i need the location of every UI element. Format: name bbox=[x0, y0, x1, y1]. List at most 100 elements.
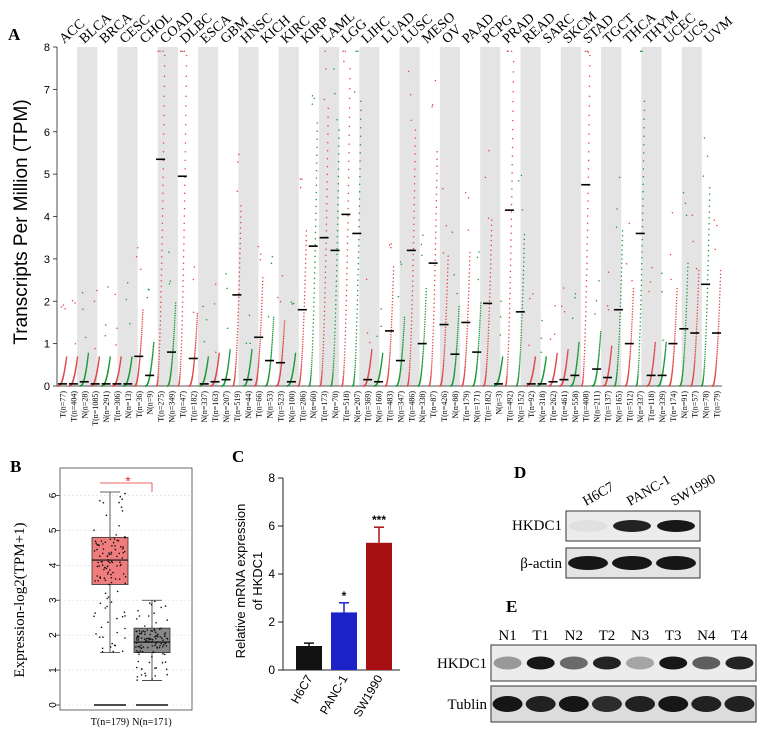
expression-point bbox=[302, 321, 305, 324]
expression-point bbox=[304, 287, 306, 289]
expression-point bbox=[520, 323, 523, 325]
expression-point bbox=[401, 345, 404, 347]
outlier-point bbox=[478, 251, 480, 253]
expression-point bbox=[685, 307, 688, 310]
expression-point bbox=[140, 337, 143, 339]
box-point bbox=[94, 540, 97, 543]
expression-point bbox=[326, 165, 329, 168]
expression-point bbox=[707, 269, 709, 272]
expression-point bbox=[316, 138, 318, 141]
expression-point bbox=[159, 328, 161, 330]
expression-point bbox=[619, 302, 622, 304]
expression-point bbox=[391, 307, 393, 309]
expression-point bbox=[260, 316, 263, 319]
expression-point bbox=[192, 365, 195, 368]
expression-point bbox=[686, 284, 689, 287]
box-point bbox=[112, 571, 114, 574]
box-point bbox=[164, 661, 167, 663]
outlier-point bbox=[574, 293, 577, 295]
box-point bbox=[112, 650, 114, 653]
expression-point bbox=[327, 107, 329, 110]
expression-point bbox=[402, 332, 405, 335]
expression-point bbox=[272, 329, 274, 331]
outlier-point bbox=[136, 246, 139, 249]
expression-point bbox=[172, 342, 175, 345]
outlier-point bbox=[695, 267, 698, 270]
expression-point bbox=[511, 137, 514, 140]
expression-point bbox=[302, 338, 304, 341]
group-label: T(n=523) bbox=[276, 391, 285, 422]
expression-point bbox=[325, 242, 327, 245]
expression-point bbox=[464, 368, 466, 370]
expression-point bbox=[519, 349, 522, 351]
expression-point bbox=[686, 274, 689, 276]
expression-point bbox=[487, 335, 490, 337]
expression-point bbox=[476, 361, 479, 364]
expression-point bbox=[391, 294, 394, 296]
expression-point bbox=[685, 310, 688, 313]
expression-point bbox=[182, 296, 184, 298]
expression-point bbox=[706, 278, 709, 281]
expression-point bbox=[707, 264, 709, 267]
box-point bbox=[121, 547, 124, 550]
expression-point bbox=[401, 348, 404, 350]
expression-point bbox=[157, 376, 159, 379]
expression-point bbox=[334, 308, 337, 310]
expression-point bbox=[420, 369, 423, 372]
expression-point bbox=[576, 356, 579, 359]
expression-point bbox=[672, 359, 675, 361]
outlier-point bbox=[353, 91, 356, 93]
box-point bbox=[147, 637, 149, 640]
expression-point bbox=[672, 363, 674, 365]
expression-point bbox=[172, 349, 174, 352]
expression-point bbox=[640, 304, 642, 306]
expression-point bbox=[618, 343, 620, 346]
expression-point bbox=[673, 349, 675, 351]
expression-point bbox=[685, 301, 688, 304]
box-point bbox=[100, 540, 103, 542]
expression-point bbox=[179, 361, 182, 363]
expression-point bbox=[487, 326, 490, 329]
expression-point bbox=[683, 354, 685, 356]
expression-point bbox=[409, 364, 411, 367]
expression-point bbox=[586, 256, 588, 258]
expression-point bbox=[321, 374, 323, 376]
expression-point bbox=[491, 219, 493, 221]
expression-point bbox=[621, 253, 623, 256]
outlier-point bbox=[146, 296, 149, 299]
outlier-point bbox=[488, 149, 490, 152]
band-hkdc1 bbox=[657, 520, 695, 532]
expression-point bbox=[357, 268, 359, 271]
expression-point bbox=[509, 258, 512, 261]
expression-point bbox=[671, 368, 674, 370]
expression-point bbox=[281, 350, 284, 352]
expression-point bbox=[179, 370, 182, 372]
expression-point bbox=[584, 332, 586, 334]
panel-c-bars: **** bbox=[296, 513, 392, 670]
box-point bbox=[160, 606, 162, 609]
outlier-point bbox=[270, 262, 273, 265]
expression-point bbox=[237, 318, 239, 320]
expression-point bbox=[158, 349, 161, 352]
outlier-point bbox=[292, 302, 295, 305]
box-point bbox=[137, 645, 139, 648]
expression-point bbox=[356, 312, 358, 315]
panel-c-ylabel-1: Relative mRNA expression bbox=[233, 504, 248, 659]
outlier-point bbox=[325, 68, 327, 70]
expression-point bbox=[138, 361, 141, 363]
expression-point bbox=[477, 347, 480, 350]
box-point bbox=[144, 633, 146, 636]
expression-point bbox=[423, 339, 425, 341]
expression-point bbox=[642, 152, 645, 154]
expression-point bbox=[239, 221, 242, 224]
expression-point bbox=[598, 346, 601, 349]
expression-point bbox=[584, 336, 586, 338]
expression-point bbox=[391, 303, 394, 306]
expression-point bbox=[454, 367, 456, 369]
expression-point bbox=[354, 354, 357, 357]
expression-point bbox=[446, 275, 449, 277]
expression-point bbox=[140, 342, 142, 345]
outlier-point bbox=[562, 287, 565, 289]
expression-point bbox=[337, 197, 339, 199]
